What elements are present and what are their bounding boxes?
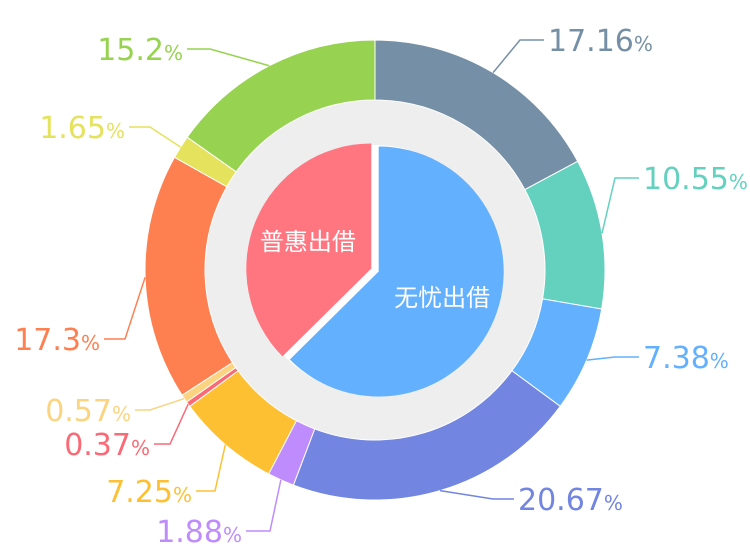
outer-slice-label-7: 0.57% [45,394,131,429]
outer-slice-label-0: 17.16% [548,24,653,59]
inner-slice-label-0: 无忧出借 [394,284,490,312]
leader-line-1 [601,177,639,234]
inner-slice-1[interactable] [246,143,372,357]
outer-slice-label-10: 15.2% [97,33,183,68]
leader-line-10 [187,48,270,67]
outer-slice-label-6: 0.37% [64,428,150,463]
leader-line-3 [439,489,514,500]
outer-slice-label-1: 10.55% [643,162,748,197]
leader-line-2 [586,356,639,361]
outer-slice-label-2: 7.38% [643,341,729,376]
leader-line-8 [104,277,146,340]
outer-slice-label-3: 20.67% [518,483,623,518]
leader-line-4 [246,479,282,532]
inner-slice-label-1: 普惠出借 [260,228,356,256]
leader-line-0 [492,39,544,74]
leader-line-5 [196,444,227,492]
outer-slice-label-9: 1.65% [39,111,125,146]
leader-line-9 [129,126,181,148]
leader-line-6 [154,403,189,445]
inner-slice-0[interactable] [289,146,504,397]
outer-slice-label-4: 1.88% [156,515,242,550]
leader-line-7 [135,397,185,411]
outer-slice-label-8: 17.3% [14,323,100,358]
outer-slice-10[interactable] [186,39,376,173]
outer-slice-label-5: 7.25% [106,475,192,510]
